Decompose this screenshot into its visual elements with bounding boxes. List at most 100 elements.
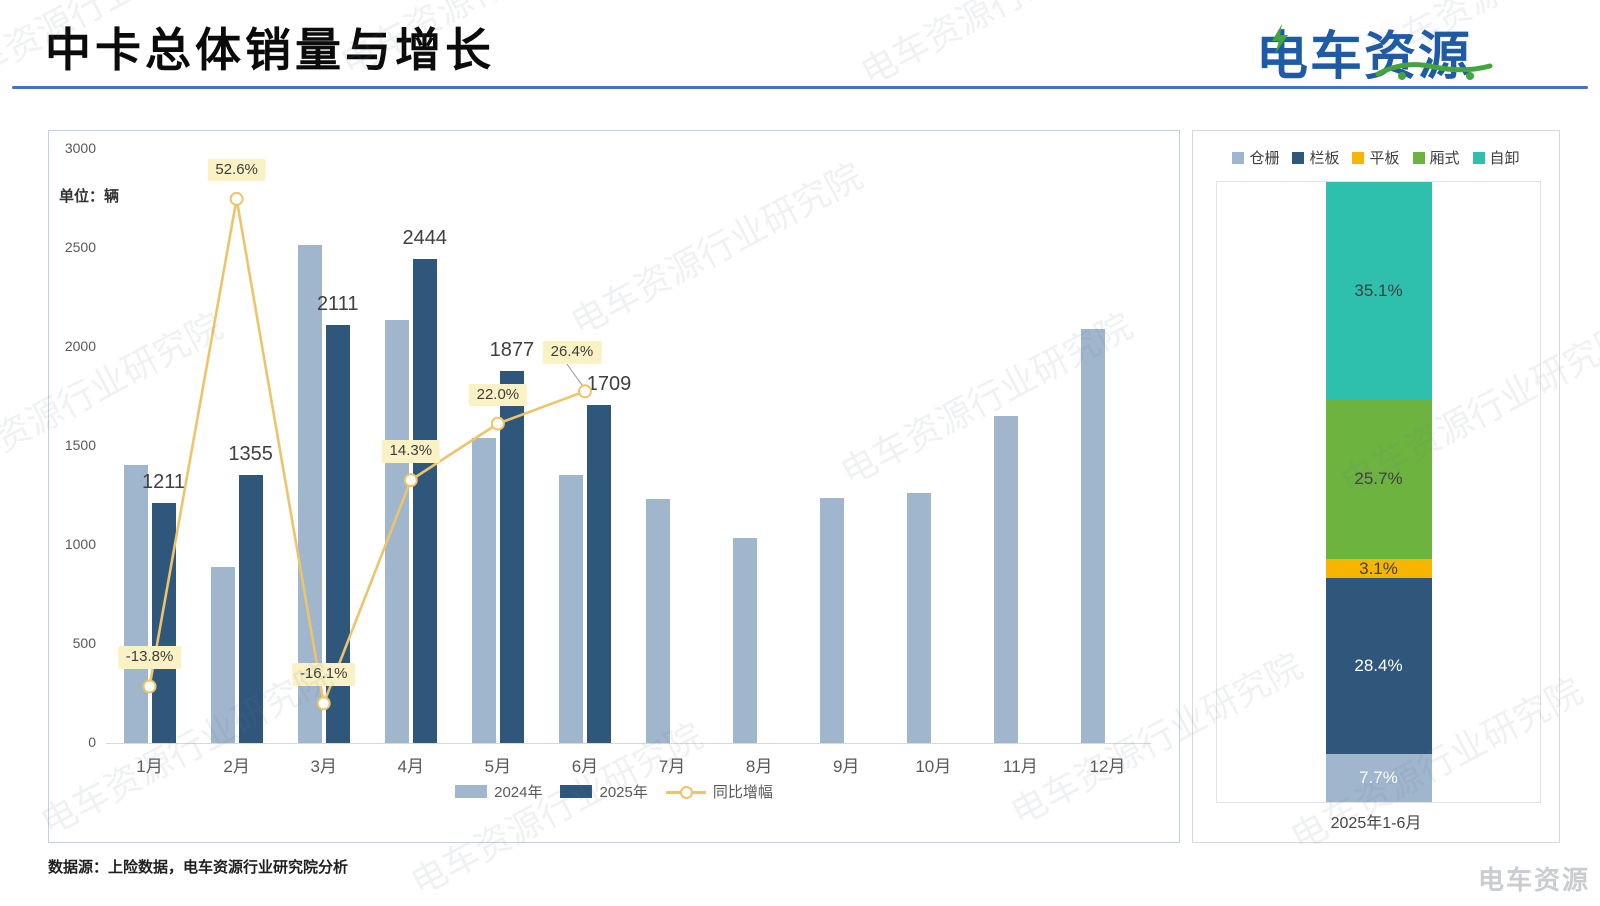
- body-type-mix-panel: 仓栅 栏板 平板 厢式 自卸 7.7% 28.4% 3.1% 25.7% 35.1% 2025年…: [1192, 130, 1560, 843]
- mix-legend-item-平板: 平板: [1352, 147, 1400, 168]
- combo-chart-legend: 2024年 2025年 同比增幅: [49, 781, 1179, 802]
- bar-2024-1月: [123, 464, 148, 743]
- x-axis-label-4月: 4月: [397, 757, 425, 776]
- x-axis-label-3月: 3月: [310, 757, 337, 776]
- stack-segment-自卸: 35.1%: [1325, 182, 1432, 400]
- legend-swatch-2025年: [560, 785, 593, 798]
- value-label-2025-6月: 1709: [586, 372, 632, 395]
- y-axis-tick: 2500: [64, 239, 96, 255]
- bar-2025-6月: [586, 404, 611, 743]
- mix-legend-item-栏板: 栏板: [1292, 147, 1339, 168]
- growth-line: [148, 198, 586, 709]
- y-axis-tick: 1500: [64, 437, 96, 453]
- bar-2024-3月: [297, 244, 322, 743]
- legend-item-同比增幅: 同比增幅: [665, 781, 773, 802]
- x-axis-label-11月: 11月: [1003, 757, 1038, 776]
- stack-segment-厢式: 25.7%: [1325, 399, 1432, 559]
- stacked-bar: 7.7% 28.4% 3.1% 25.7% 35.1%: [1325, 182, 1432, 802]
- bar-2024-7月: [646, 499, 671, 743]
- stack-segment-平板: 3.1%: [1325, 559, 1432, 579]
- x-axis-label-1月: 1月: [136, 757, 163, 776]
- bar-2024-4月: [384, 319, 409, 743]
- growth-line-series: [142, 191, 592, 711]
- x-axis-label-2月: 2月: [223, 757, 250, 776]
- bar-2024-5月: [471, 438, 496, 743]
- x-axis-label-12月: 12月: [1089, 757, 1126, 776]
- growth-marker-3月: [316, 696, 331, 711]
- bar-2024-2月: [210, 567, 235, 743]
- growth-marker-6月: [577, 384, 592, 399]
- x-axis-label-7月: 7月: [658, 757, 686, 776]
- x-axis-label-9月: 9月: [832, 757, 860, 776]
- growth-marker-1月: [142, 679, 157, 694]
- mix-legend-item-厢式: 厢式: [1412, 147, 1460, 168]
- sales-growth-chart-panel: 单位：辆 0 500 1000 1500 2000 2500 3000 1211 1月 1355 2…: [48, 130, 1180, 843]
- legend-swatch-2024年: [455, 785, 488, 798]
- lightning-bolt-icon: [1272, 24, 1288, 54]
- mix-legend-label: 仓栅: [1249, 150, 1280, 167]
- value-label-2025-2月: 1355: [228, 442, 273, 465]
- mix-legend-label: 栏板: [1309, 150, 1340, 167]
- corner-watermark: 电车资源: [1478, 865, 1591, 895]
- mix-legend-label: 自卸: [1489, 150, 1520, 167]
- bar-2024-6月: [558, 475, 583, 743]
- stacked-bar-category-label: 2025年1-6月: [1330, 815, 1422, 832]
- mix-legend-swatch-栏板: [1292, 151, 1305, 164]
- mix-legend-label: 平板: [1369, 150, 1400, 167]
- bar-2024-12月: [1081, 329, 1106, 743]
- bar-2024-10月: [907, 493, 932, 743]
- x-axis-label-6月: 6月: [571, 757, 599, 776]
- bar-2025-4月: [412, 259, 437, 743]
- legend-line-marker: [679, 785, 693, 799]
- stack-segment-仓栅: 7.7%: [1325, 754, 1432, 802]
- bar-2025-2月: [238, 474, 263, 743]
- growth-label-2月: 52.6%: [207, 158, 266, 182]
- growth-label-5月: 22.0%: [468, 383, 528, 407]
- bar-2024-11月: [994, 416, 1019, 743]
- legend-item-2025年: 2025年: [560, 781, 648, 802]
- mix-chart-legend: 仓栅 栏板 平板 厢式 自卸: [1193, 147, 1559, 168]
- bar-2024-9月: [820, 498, 845, 743]
- mix-legend-label: 厢式: [1429, 150, 1460, 167]
- y-axis-tick: 3000: [64, 140, 96, 156]
- header-divider: [12, 86, 1588, 89]
- diagonal-watermark: 电车资源行业研究院: [850, 0, 1161, 96]
- mix-legend-swatch-平板: [1352, 151, 1365, 164]
- data-source-note: 数据源：上险数据，电车资源行业研究院分析: [48, 859, 349, 876]
- mix-legend-item-自卸: 自卸: [1472, 147, 1520, 168]
- growth-label-6月: 26.4%: [542, 341, 602, 364]
- growth-line-legend-icon: [665, 785, 706, 799]
- legend-label: 2024年: [494, 784, 543, 801]
- y-axis-tick: 0: [88, 734, 96, 750]
- bar-2024-8月: [733, 538, 758, 743]
- legend-item-2024年: 2024年: [455, 781, 542, 802]
- logo-car-icon: [1375, 62, 1493, 80]
- bar-2025-5月: [499, 371, 524, 743]
- x-axis-label-8月: 8月: [745, 757, 773, 776]
- combo-chart-plot-area: 0 500 1000 1500 2000 2500 3000 1211 1月 1355 2月 2111…: [65, 140, 1151, 776]
- value-label-2025-5月: 1877: [489, 339, 535, 362]
- legend-label: 同比增幅: [712, 784, 773, 801]
- stack-segment-栏板: 28.4%: [1325, 578, 1432, 755]
- value-label-2025-3月: 2111: [316, 293, 359, 316]
- bar-2025-1月: [151, 503, 176, 743]
- growth-label-1月: -13.8%: [117, 646, 182, 669]
- mix-legend-swatch-仓栅: [1232, 151, 1245, 164]
- unit-label: 单位：辆: [59, 188, 120, 205]
- mix-chart-plot-area: 7.7% 28.4% 3.1% 25.7% 35.1%: [1216, 181, 1541, 803]
- growth-label-4月: 14.3%: [381, 440, 441, 463]
- growth-label-3月: -16.1%: [291, 663, 356, 686]
- y-axis-tick: 500: [72, 635, 96, 651]
- x-axis-label-10月: 10月: [915, 757, 952, 776]
- value-label-2025-1月: 1211: [142, 471, 186, 494]
- growth-marker-2月: [229, 191, 244, 206]
- y-axis-tick: 2000: [64, 338, 96, 354]
- mix-legend-swatch-自卸: [1472, 151, 1485, 164]
- growth-marker-5月: [490, 416, 505, 431]
- label-leader-line: [564, 361, 584, 387]
- legend-label: 2025年: [599, 784, 648, 801]
- page-title: 中卡总体销量与增长: [45, 24, 495, 76]
- value-label-2025-4月: 2444: [402, 227, 448, 250]
- mix-legend-item-仓栅: 仓栅: [1232, 147, 1279, 168]
- y-axis-tick: 1000: [64, 536, 96, 552]
